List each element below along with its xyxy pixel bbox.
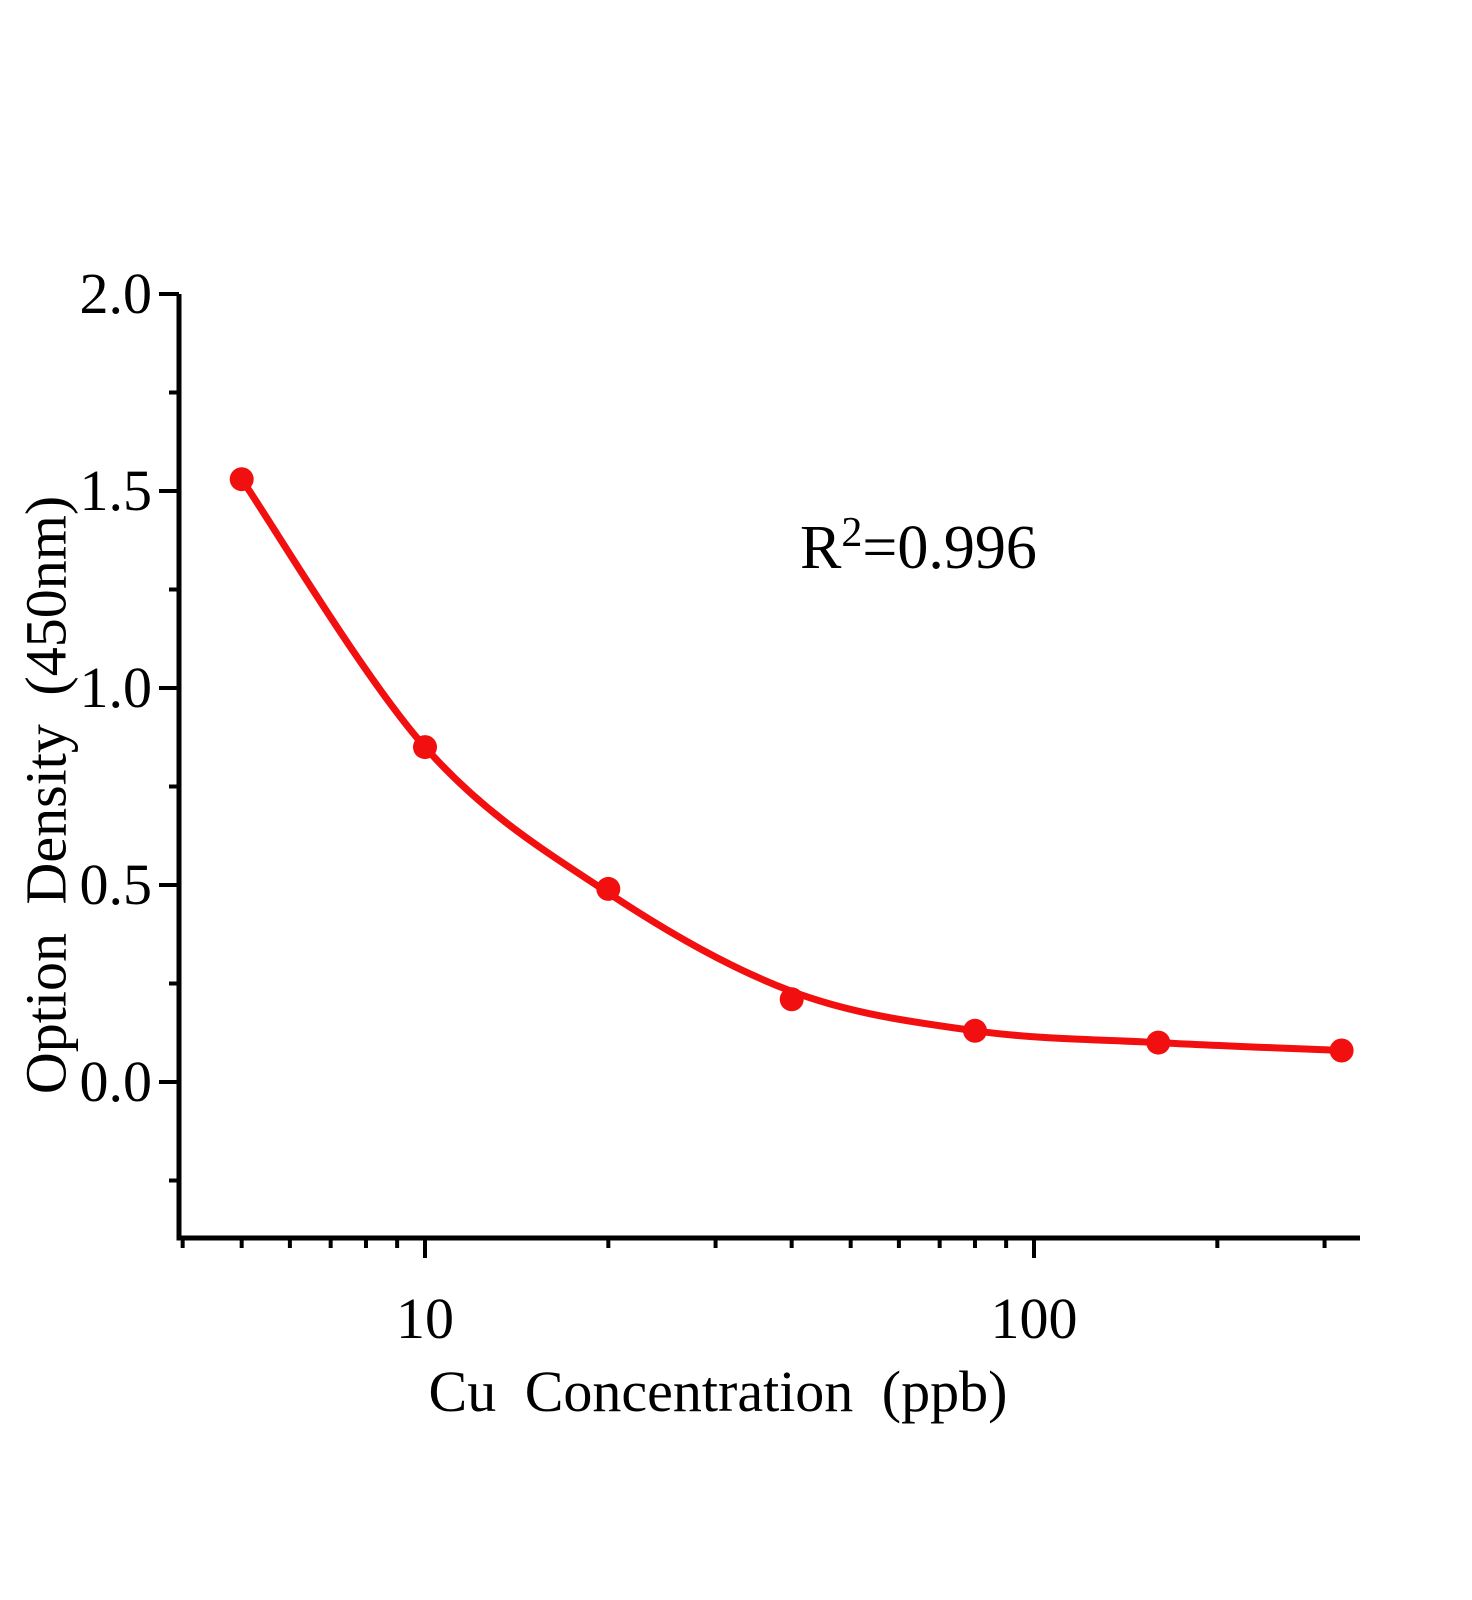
y-axis-tick-label: 1.5 — [80, 458, 153, 523]
r-squared-superscript: 2 — [841, 510, 862, 556]
data-point — [779, 987, 804, 1012]
fit-curve-line — [238, 475, 1346, 1054]
y-axis-tick-label: 0.5 — [80, 852, 153, 917]
x-axis-title: Cu Concentration (ppb) — [429, 1359, 1008, 1424]
r-squared-annotation: R2=0.996 — [800, 510, 1037, 582]
x-axis-tick-label: 10 — [396, 1286, 454, 1351]
data-series-layer — [229, 467, 1354, 1063]
data-point — [963, 1018, 987, 1043]
y-axis-title: Option Density (450nm) — [14, 496, 79, 1094]
axes-layer: 0.0 0.5 1.0 1.5 2.0 10 100 — [80, 261, 1360, 1351]
y-axis-tick-label: 2.0 — [80, 261, 153, 326]
r-squared-value: =0.996 — [862, 514, 1036, 582]
data-point — [229, 467, 254, 492]
data-point — [413, 735, 437, 760]
r-squared-prefix: R — [800, 514, 842, 582]
data-point — [1329, 1038, 1354, 1063]
data-point — [596, 876, 621, 901]
y-axis-tick-label: 1.0 — [80, 655, 153, 720]
y-axis-tick-label: 0.0 — [80, 1049, 153, 1114]
data-point — [1146, 1030, 1171, 1055]
x-axis-tick-label: 100 — [991, 1286, 1078, 1351]
